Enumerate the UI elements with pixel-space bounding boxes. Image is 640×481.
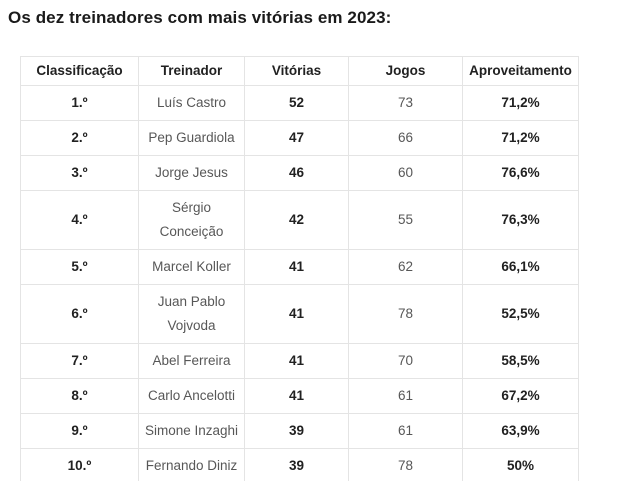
rate-cell: 71,2% (462, 120, 579, 156)
coach-cell: Simone Inzaghi (138, 413, 245, 449)
rate-cell: 63,9% (462, 413, 579, 449)
games-cell: 78 (348, 448, 463, 481)
rank-cell: 5.º (20, 249, 139, 285)
games-cell: 62 (348, 249, 463, 285)
table-row: 2.º Pep Guardiola 47 66 71,2% (20, 120, 579, 156)
rank-cell: 9.º (20, 413, 139, 449)
rate-cell: 66,1% (462, 249, 579, 285)
games-cell: 61 (348, 378, 463, 414)
coach-cell: Juan Pablo Vojvoda (138, 284, 245, 344)
rank-cell: 3.º (20, 155, 139, 191)
games-cell: 61 (348, 413, 463, 449)
table-row: 4.º Sérgio Conceição 42 55 76,3% (20, 190, 579, 250)
coach-cell: Abel Ferreira (138, 343, 245, 379)
rank-cell: 8.º (20, 378, 139, 414)
rank-cell: 10.º (20, 448, 139, 481)
wins-cell: 41 (244, 378, 349, 414)
rank-cell: 1.º (20, 85, 139, 121)
games-cell: 70 (348, 343, 463, 379)
games-cell: 78 (348, 284, 463, 344)
coach-cell: Luís Castro (138, 85, 245, 121)
column-header: Vitórias (244, 56, 349, 86)
games-cell: 60 (348, 155, 463, 191)
rank-cell: 7.º (20, 343, 139, 379)
coach-cell: Pep Guardiola (138, 120, 245, 156)
rate-cell: 50% (462, 448, 579, 481)
rate-cell: 67,2% (462, 378, 579, 414)
wins-cell: 39 (244, 413, 349, 449)
wins-cell: 41 (244, 343, 349, 379)
column-header: Aproveitamento (462, 56, 579, 86)
wins-cell: 41 (244, 249, 349, 285)
games-cell: 73 (348, 85, 463, 121)
wins-cell: 52 (244, 85, 349, 121)
rank-cell: 6.º (20, 284, 139, 344)
coach-cell: Jorge Jesus (138, 155, 245, 191)
wins-cell: 46 (244, 155, 349, 191)
table-row: 1.º Luís Castro 52 73 71,2% (20, 85, 579, 121)
table-row: 6.º Juan Pablo Vojvoda 41 78 52,5% (20, 284, 579, 344)
wins-cell: 39 (244, 448, 349, 481)
coach-cell: Carlo Ancelotti (138, 378, 245, 414)
column-header: Classificação (20, 56, 139, 86)
rate-cell: 76,6% (462, 155, 579, 191)
page-title: Os dez treinadores com mais vitórias em … (8, 8, 392, 27)
wins-cell: 47 (244, 120, 349, 156)
rate-cell: 76,3% (462, 190, 579, 250)
games-cell: 55 (348, 190, 463, 250)
table-row: 10.º Fernando Diniz 39 78 50% (20, 448, 579, 481)
column-header: Treinador (138, 56, 245, 86)
coaches-wins-table: Classificação Treinador Vitórias Jogos Aprov… (20, 56, 579, 481)
column-header: Jogos (348, 56, 463, 86)
wins-cell: 42 (244, 190, 349, 250)
table-row: 8.º Carlo Ancelotti 41 61 67,2% (20, 378, 579, 414)
coach-cell: Marcel Koller (138, 249, 245, 285)
coach-cell: Sérgio Conceição (138, 190, 245, 250)
coach-cell: Fernando Diniz (138, 448, 245, 481)
rate-cell: 71,2% (462, 85, 579, 121)
table-row: 5.º Marcel Koller 41 62 66,1% (20, 249, 579, 285)
games-cell: 66 (348, 120, 463, 156)
rate-cell: 52,5% (462, 284, 579, 344)
rank-cell: 2.º (20, 120, 139, 156)
wins-cell: 41 (244, 284, 349, 344)
table-header-row: Classificação Treinador Vitórias Jogos Aprov… (20, 56, 579, 86)
table-row: 3.º Jorge Jesus 46 60 76,6% (20, 155, 579, 191)
rank-cell: 4.º (20, 190, 139, 250)
table-row: 7.º Abel Ferreira 41 70 58,5% (20, 343, 579, 379)
rate-cell: 58,5% (462, 343, 579, 379)
table-body: 1.º Luís Castro 52 73 71,2% 2.º Pep Guardiola 4… (20, 85, 579, 481)
table-row: 9.º Simone Inzaghi 39 61 63,9% (20, 413, 579, 449)
